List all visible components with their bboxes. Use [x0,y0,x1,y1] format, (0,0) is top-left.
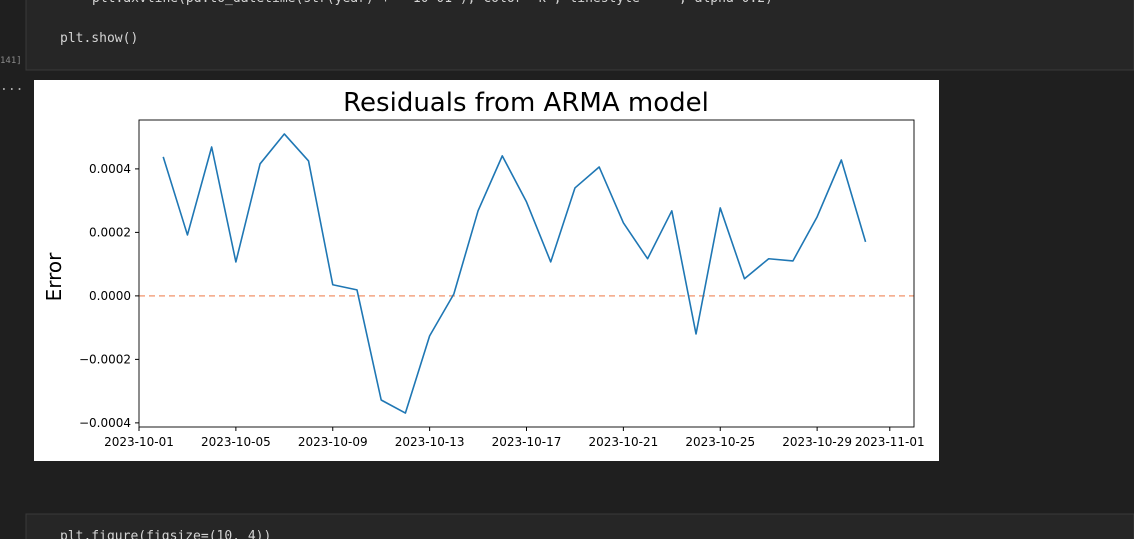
y-tick-label: 0.0000 [89,289,131,303]
y-tick-label: 0.0004 [89,162,131,176]
code-line: plt.figure(figsize=(10, 4)) [60,529,271,539]
execution-count: 141] [0,56,22,66]
code-line: plt.show() [60,31,138,46]
axes-frame [138,119,915,428]
x-tick-label: 2023-11-01 [855,435,925,449]
x-tick-label: 2023-10-05 [201,435,271,449]
x-tick-label: 2023-10-01 [104,435,174,449]
x-tick-label: 2023-10-21 [589,435,659,449]
code-cell[interactable] [25,513,1134,539]
code-cell[interactable] [25,0,1134,71]
y-tick-label: −0.0004 [79,416,131,430]
y-axis-label: Error [42,252,66,302]
x-tick-label: 2023-10-25 [685,435,755,449]
output-prompt: ... [0,79,23,94]
x-tick-label: 2023-10-09 [298,435,368,449]
x-tick-label: 2023-10-13 [395,435,465,449]
y-tick-label: 0.0002 [89,225,131,239]
chart-background [34,80,939,461]
code-line: plt.axvline(pd.to_datetime(str(year) + '… [92,0,773,6]
x-tick-label: 2023-10-17 [492,435,562,449]
chart-output: Residuals from ARMA model Error −0.0004 −… [34,80,939,461]
y-tick-label: −0.0002 [79,352,131,366]
chart-title: Residuals from ARMA model [343,88,709,118]
x-tick-label: 2023-10-29 [782,435,852,449]
series-line [162,133,867,414]
